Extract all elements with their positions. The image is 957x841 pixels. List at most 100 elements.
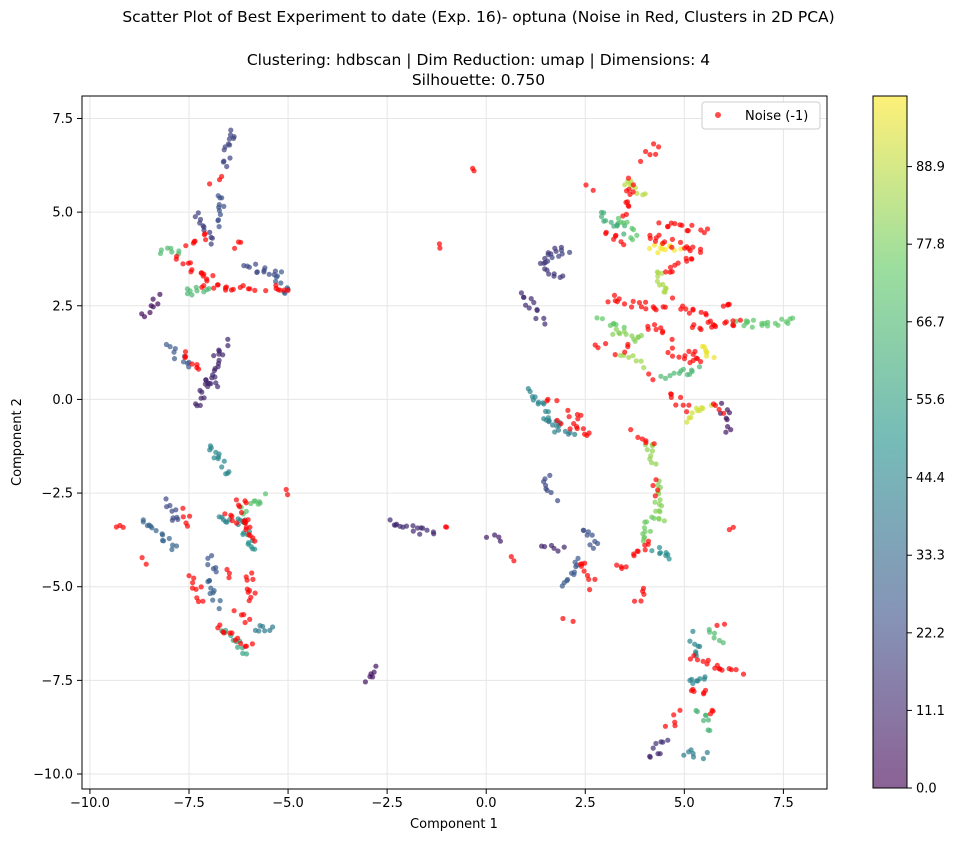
scatter-point — [508, 554, 514, 560]
scatter-point — [638, 304, 645, 310]
scatter-point — [567, 249, 573, 255]
scatter-point — [632, 338, 638, 344]
scatter-point — [621, 242, 627, 248]
scatter-point — [659, 330, 666, 336]
scatter-point — [694, 657, 701, 663]
scatter-point — [647, 152, 653, 158]
scatter-point — [662, 304, 668, 310]
scatter-point — [581, 568, 587, 574]
scatter-point — [210, 273, 216, 279]
scatter-point — [547, 472, 553, 478]
scatter-point — [652, 493, 658, 499]
scatter-point — [719, 400, 725, 406]
scatter-point — [653, 477, 659, 483]
scatter-point — [691, 653, 697, 659]
scatter-point — [511, 558, 517, 564]
scatter-point — [567, 429, 573, 436]
scatter-point — [542, 544, 548, 550]
x-tick-label: 0.0 — [476, 796, 497, 811]
scatter-point — [534, 307, 540, 313]
scatter-point — [223, 519, 229, 525]
scatter-point — [594, 315, 600, 321]
scatter-point — [711, 635, 717, 641]
scatter-point — [209, 235, 215, 241]
scatter-point — [186, 364, 192, 370]
scatter-point — [660, 739, 666, 745]
scatter-point — [250, 535, 256, 541]
scatter-point — [643, 440, 649, 446]
scatter-point — [653, 151, 659, 157]
scatter-point — [173, 507, 179, 513]
scatter-point — [173, 543, 180, 549]
scatter-point — [641, 365, 647, 371]
scatter-point — [238, 239, 244, 245]
scatter-point — [550, 422, 556, 428]
scatter-point — [705, 717, 712, 723]
scatter-point — [665, 223, 671, 230]
scatter-point — [262, 628, 268, 634]
scatter-point — [691, 322, 697, 328]
scatter-point — [527, 388, 533, 395]
scatter-point — [169, 517, 175, 523]
scatter-point — [233, 497, 239, 503]
scatter-point — [669, 345, 676, 351]
scatter-point — [158, 247, 164, 253]
scatter-point — [226, 469, 232, 475]
scatter-point — [546, 271, 552, 277]
plot-frame — [81, 95, 828, 790]
x-tick-label: 2.5 — [575, 796, 596, 811]
scatter-point — [711, 630, 718, 636]
scatter-point — [243, 651, 250, 657]
scatter-point — [699, 343, 706, 349]
scatter-point — [712, 323, 719, 330]
scatter-point — [643, 519, 650, 525]
scatter-point — [623, 211, 630, 217]
scatter-point — [224, 566, 230, 573]
scatter-point — [254, 269, 260, 275]
scatter-point — [187, 513, 193, 519]
scatter-point — [221, 458, 227, 464]
scatter-point — [180, 505, 186, 511]
scatter-point — [362, 679, 368, 685]
scatter-point — [626, 186, 632, 192]
scatter-point — [684, 419, 690, 425]
scatter-point — [225, 343, 231, 349]
scatter-point — [213, 569, 219, 575]
scatter-point — [262, 491, 269, 497]
scatter-point — [698, 309, 704, 315]
scatter-point — [704, 749, 710, 756]
scatter-point — [603, 230, 609, 237]
scatter-point — [635, 548, 641, 555]
scatter-point — [139, 311, 145, 317]
legend-noise-marker — [715, 112, 721, 118]
scatter-point — [207, 229, 213, 235]
scatter-point — [686, 415, 692, 421]
scatter-point — [723, 415, 729, 421]
scatter-point — [642, 529, 648, 535]
y-axis-label: Component 2 — [10, 398, 25, 486]
scatter-point — [266, 271, 272, 277]
scatter-point — [653, 326, 659, 333]
scatter-point — [186, 573, 192, 579]
scatter-point — [592, 576, 598, 583]
scatter-point — [683, 306, 689, 312]
scatter-point — [193, 586, 199, 592]
scatter-point — [631, 598, 638, 604]
scatter-point — [690, 307, 696, 313]
scatter-point — [392, 522, 399, 528]
scatter-point — [643, 148, 649, 155]
scatter-point — [703, 353, 710, 359]
scatter-point — [656, 144, 662, 150]
scatter-point — [697, 676, 703, 682]
scatter-point — [572, 431, 578, 437]
scatter-point — [680, 366, 687, 372]
scatter-point — [722, 320, 728, 326]
scatter-point — [256, 628, 262, 634]
colorbar-tick-label: 66.7 — [916, 315, 945, 330]
scatter-point — [206, 286, 212, 292]
scatter-point — [183, 243, 189, 249]
scatter-point — [523, 302, 529, 308]
scatter-point — [730, 318, 736, 324]
scatter-point — [701, 690, 707, 696]
